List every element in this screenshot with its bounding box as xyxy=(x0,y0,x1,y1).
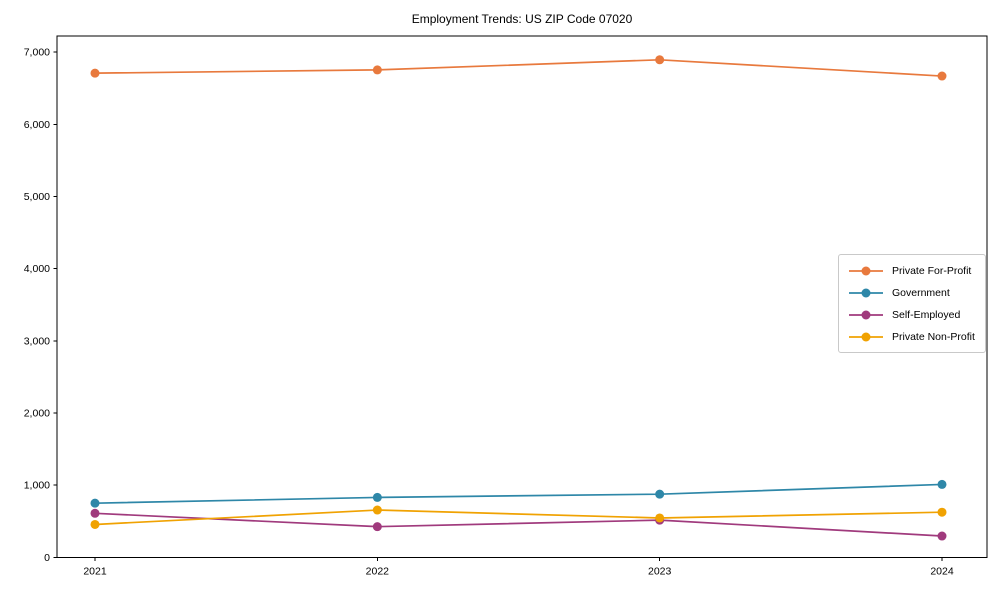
y-tick-label: 7,000 xyxy=(24,47,50,59)
plot-frame xyxy=(56,35,988,558)
x-tick-label: 2023 xyxy=(648,565,672,577)
chart-title: Employment Trends: US ZIP Code 07020 xyxy=(411,12,633,26)
y-tick-label: 5,000 xyxy=(24,191,50,203)
marker-government-2024 xyxy=(937,479,947,489)
marker-private-for-profit-2021 xyxy=(90,68,100,78)
legend-marker-icon xyxy=(861,310,871,319)
legend-swatch-private-non-profit xyxy=(849,332,883,341)
marker-private-non-profit-2023 xyxy=(655,513,665,523)
marker-private-for-profit-2024 xyxy=(937,71,947,81)
legend-label-self-employed: Self-Employed xyxy=(892,308,961,321)
marker-self-employed-2021 xyxy=(90,508,100,518)
marker-government-2022 xyxy=(372,492,382,502)
y-tick-label: 3,000 xyxy=(24,335,50,347)
marker-private-for-profit-2022 xyxy=(372,65,382,75)
legend-entry-private-non-profit: Private Non-Profit xyxy=(848,328,975,345)
marker-private-non-profit-2021 xyxy=(90,519,100,529)
legend-entry-private-for-profit: Private For-Profit xyxy=(848,262,975,279)
legend-entry-self-employed: Self-Employed xyxy=(848,306,975,323)
legend-swatch-government xyxy=(849,288,883,297)
line-series-government xyxy=(94,483,943,505)
x-tick-label: 2021 xyxy=(83,565,107,577)
x-tick-label: 2024 xyxy=(930,565,954,577)
legend-entry-government: Government xyxy=(848,284,975,301)
line-series-private-non-profit xyxy=(94,509,943,526)
y-tick-label: 4,000 xyxy=(24,263,50,275)
legend-swatch-self-employed xyxy=(849,310,883,319)
legend-marker-icon xyxy=(861,332,871,341)
marker-private-for-profit-2023 xyxy=(655,55,665,65)
y-tick-label: 1,000 xyxy=(24,480,50,492)
legend-swatch-private-for-profit xyxy=(849,266,883,275)
line-series-self-employed xyxy=(94,512,943,537)
marker-government-2023 xyxy=(655,489,665,499)
x-tick-label: 2022 xyxy=(366,565,390,577)
marker-private-non-profit-2022 xyxy=(372,505,382,515)
y-tick-label: 6,000 xyxy=(24,119,50,131)
legend-marker-icon xyxy=(861,288,871,297)
y-tick-label: 2,000 xyxy=(24,407,50,419)
legend-label-private-for-profit: Private For-Profit xyxy=(892,264,972,277)
marker-self-employed-2024 xyxy=(937,531,947,541)
legend-marker-icon xyxy=(861,266,871,275)
legend-label-government: Government xyxy=(892,286,950,299)
legend: Private For-Profit Government Self-Employe… xyxy=(838,254,986,353)
marker-government-2021 xyxy=(90,498,100,508)
line-series-private-for-profit xyxy=(94,58,943,77)
y-tick-label: 0 xyxy=(44,552,50,564)
marker-self-employed-2022 xyxy=(372,522,382,532)
marker-private-non-profit-2024 xyxy=(937,507,947,517)
legend-label-private-non-profit: Private Non-Profit xyxy=(892,330,975,343)
